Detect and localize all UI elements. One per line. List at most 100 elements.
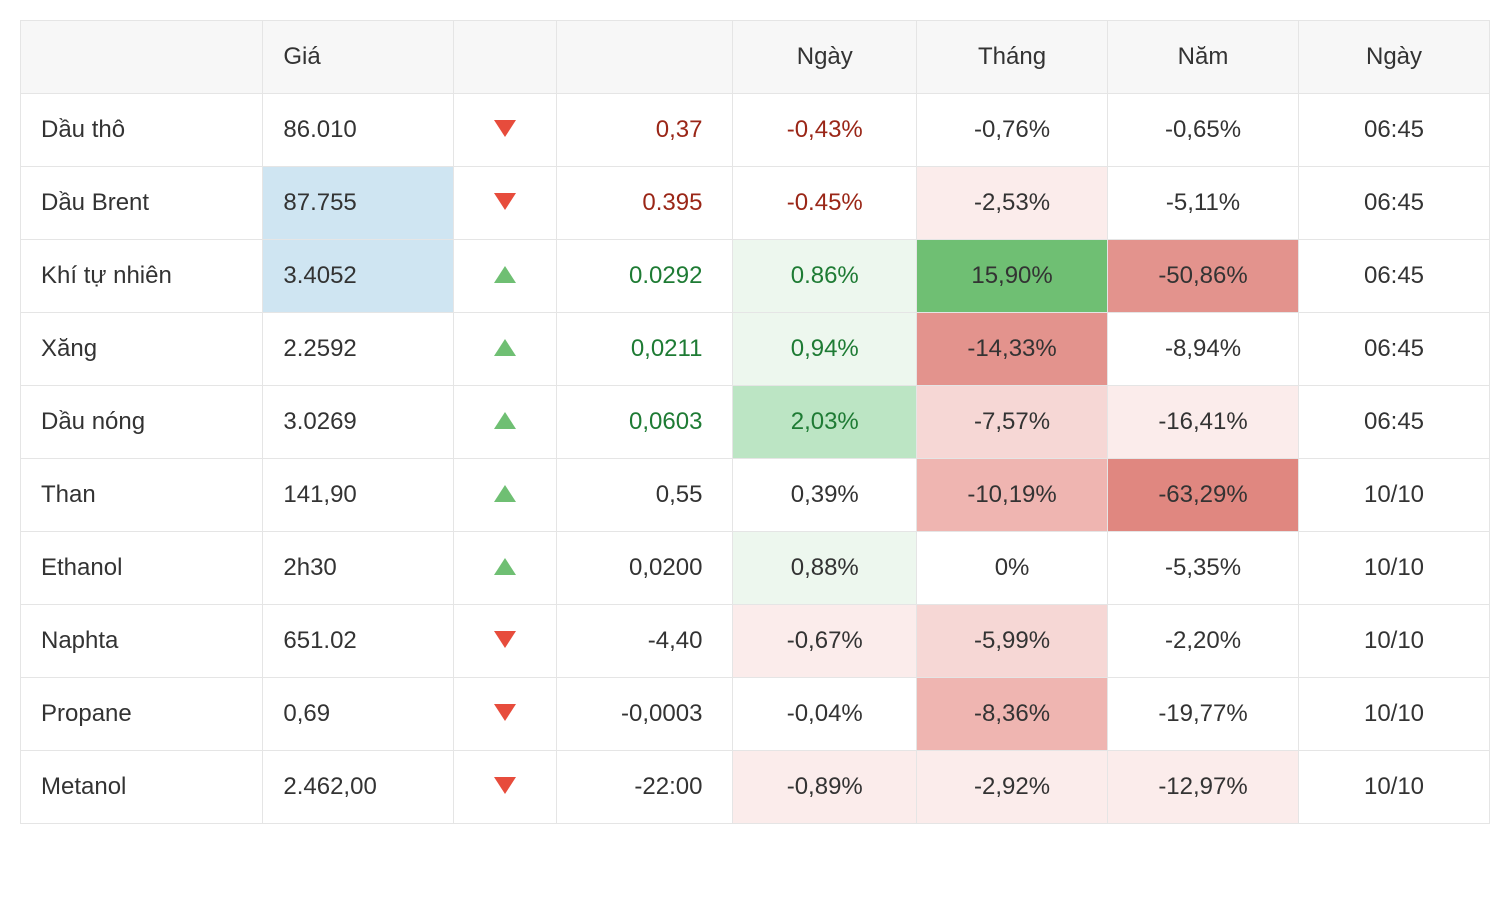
month-percent-cell: 15,90% [917,240,1108,313]
direction-cell [454,751,557,824]
time-cell: 06:45 [1299,167,1490,240]
month-percent-cell: -14,33% [917,313,1108,386]
commodity-name-cell[interactable]: Ethanol [21,532,263,605]
day-percent-cell: 2,03% [733,386,917,459]
month-percent-cell: -8,36% [917,678,1108,751]
year-percent-cell: -63,29% [1108,459,1299,532]
table-row[interactable]: Propane0,69-0,0003-0,04%-8,36%-19,77%10/… [21,678,1490,751]
price-cell: 2.462,00 [263,751,454,824]
table-header-cell: Năm [1108,21,1299,94]
price-cell: 2h30 [263,532,454,605]
time-cell: 06:45 [1299,94,1490,167]
price-cell: 86.010 [263,94,454,167]
change-cell: 0.0292 [557,240,733,313]
time-cell: 10/10 [1299,751,1490,824]
direction-cell [454,459,557,532]
day-percent-cell: 0,39% [733,459,917,532]
day-percent-cell: -0,89% [733,751,917,824]
table-row[interactable]: Naphta651.02 -4,40-0,67%-5,99%-2,20%10/10 [21,605,1490,678]
direction-cell [454,240,557,313]
price-cell: 2.2592 [263,313,454,386]
table-row[interactable]: Dầu Brent87.7550.395-0.45%-2,53%-5,11%06… [21,167,1490,240]
table-header-cell: Giá [263,21,454,94]
arrow-down-icon [494,631,516,648]
commodity-name-cell[interactable]: Metanol [21,751,263,824]
day-percent-cell: 0,88% [733,532,917,605]
table-header-row: GiáNgàyThángNămNgày [21,21,1490,94]
change-cell: 0,0603 [557,386,733,459]
time-cell: 10/10 [1299,678,1490,751]
day-percent-cell: -0,04% [733,678,917,751]
table-row[interactable]: Khí tự nhiên3.4052 0.02920.86%15,90%-50,8… [21,240,1490,313]
price-cell: 141,90 [263,459,454,532]
direction-cell [454,532,557,605]
price-cell: 3.4052 [263,240,454,313]
price-cell: 651.02 [263,605,454,678]
arrow-up-icon [494,485,516,502]
commodity-price-table: GiáNgàyThángNămNgày Dầu thô86.0100,37-0,… [20,20,1490,824]
direction-cell [454,313,557,386]
commodity-name-cell[interactable]: Dầu Brent [21,167,263,240]
change-cell: 0,0200 [557,532,733,605]
month-percent-cell: -0,76% [917,94,1108,167]
year-percent-cell: -5,35% [1108,532,1299,605]
change-cell: -4,40 [557,605,733,678]
month-percent-cell: -5,99% [917,605,1108,678]
day-percent-cell: 0,94% [733,313,917,386]
month-percent-cell: -2,53% [917,167,1108,240]
day-percent-cell: -0.45% [733,167,917,240]
commodity-name-cell[interactable]: Dầu thô [21,94,263,167]
table-row[interactable]: Than141,900,550,39%-10,19%-63,29%10/10 [21,459,1490,532]
time-cell: 06:45 [1299,313,1490,386]
day-percent-cell: -0,67% [733,605,917,678]
arrow-down-icon [494,193,516,210]
change-cell: -0,0003 [557,678,733,751]
year-percent-cell: -2,20% [1108,605,1299,678]
table-header-cell [454,21,557,94]
day-percent-cell: -0,43% [733,94,917,167]
commodity-name-cell[interactable]: Xăng [21,313,263,386]
month-percent-cell: 0% [917,532,1108,605]
year-percent-cell: -8,94% [1108,313,1299,386]
year-percent-cell: -50,86% [1108,240,1299,313]
table-header-cell: Ngày [1299,21,1490,94]
commodity-name-cell[interactable]: Naphta [21,605,263,678]
day-percent-cell: 0.86% [733,240,917,313]
table-row[interactable]: Dầu nóng3.0269 0,06032,03%-7,57%-16,41%06… [21,386,1490,459]
table-header-cell [21,21,263,94]
price-cell: 87.755 [263,167,454,240]
table-row[interactable]: Metanol2.462,00 -22:00-0,89%-2,92%-12,97%… [21,751,1490,824]
time-cell: 10/10 [1299,459,1490,532]
table-header-cell [557,21,733,94]
change-cell: 0.395 [557,167,733,240]
table-header-cell: Ngày [733,21,917,94]
year-percent-cell: -12,97% [1108,751,1299,824]
arrow-down-icon [494,704,516,721]
direction-cell [454,167,557,240]
table-header-cell: Tháng [917,21,1108,94]
year-percent-cell: -0,65% [1108,94,1299,167]
table-row[interactable]: Ethanol2h30 0,02000,88%0%-5,35%10/10 [21,532,1490,605]
direction-cell [454,386,557,459]
commodity-name-cell[interactable]: Than [21,459,263,532]
year-percent-cell: -16,41% [1108,386,1299,459]
price-cell: 3.0269 [263,386,454,459]
table-row[interactable]: Xăng2.2592 0,02110,94%-14,33%-8,94%06:45 [21,313,1490,386]
time-cell: 10/10 [1299,605,1490,678]
commodity-name-cell[interactable]: Propane [21,678,263,751]
arrow-up-icon [494,266,516,283]
commodity-name-cell[interactable]: Dầu nóng [21,386,263,459]
change-cell: 0,0211 [557,313,733,386]
table-row[interactable]: Dầu thô86.010 0,37-0,43%-0,76%-0,65%06:45 [21,94,1490,167]
commodity-name-cell[interactable]: Khí tự nhiên [21,240,263,313]
month-percent-cell: -2,92% [917,751,1108,824]
arrow-down-icon [494,777,516,794]
arrow-up-icon [494,339,516,356]
price-cell: 0,69 [263,678,454,751]
month-percent-cell: -7,57% [917,386,1108,459]
month-percent-cell: -10,19% [917,459,1108,532]
time-cell: 06:45 [1299,386,1490,459]
change-cell: -22:00 [557,751,733,824]
change-cell: 0,37 [557,94,733,167]
time-cell: 10/10 [1299,532,1490,605]
